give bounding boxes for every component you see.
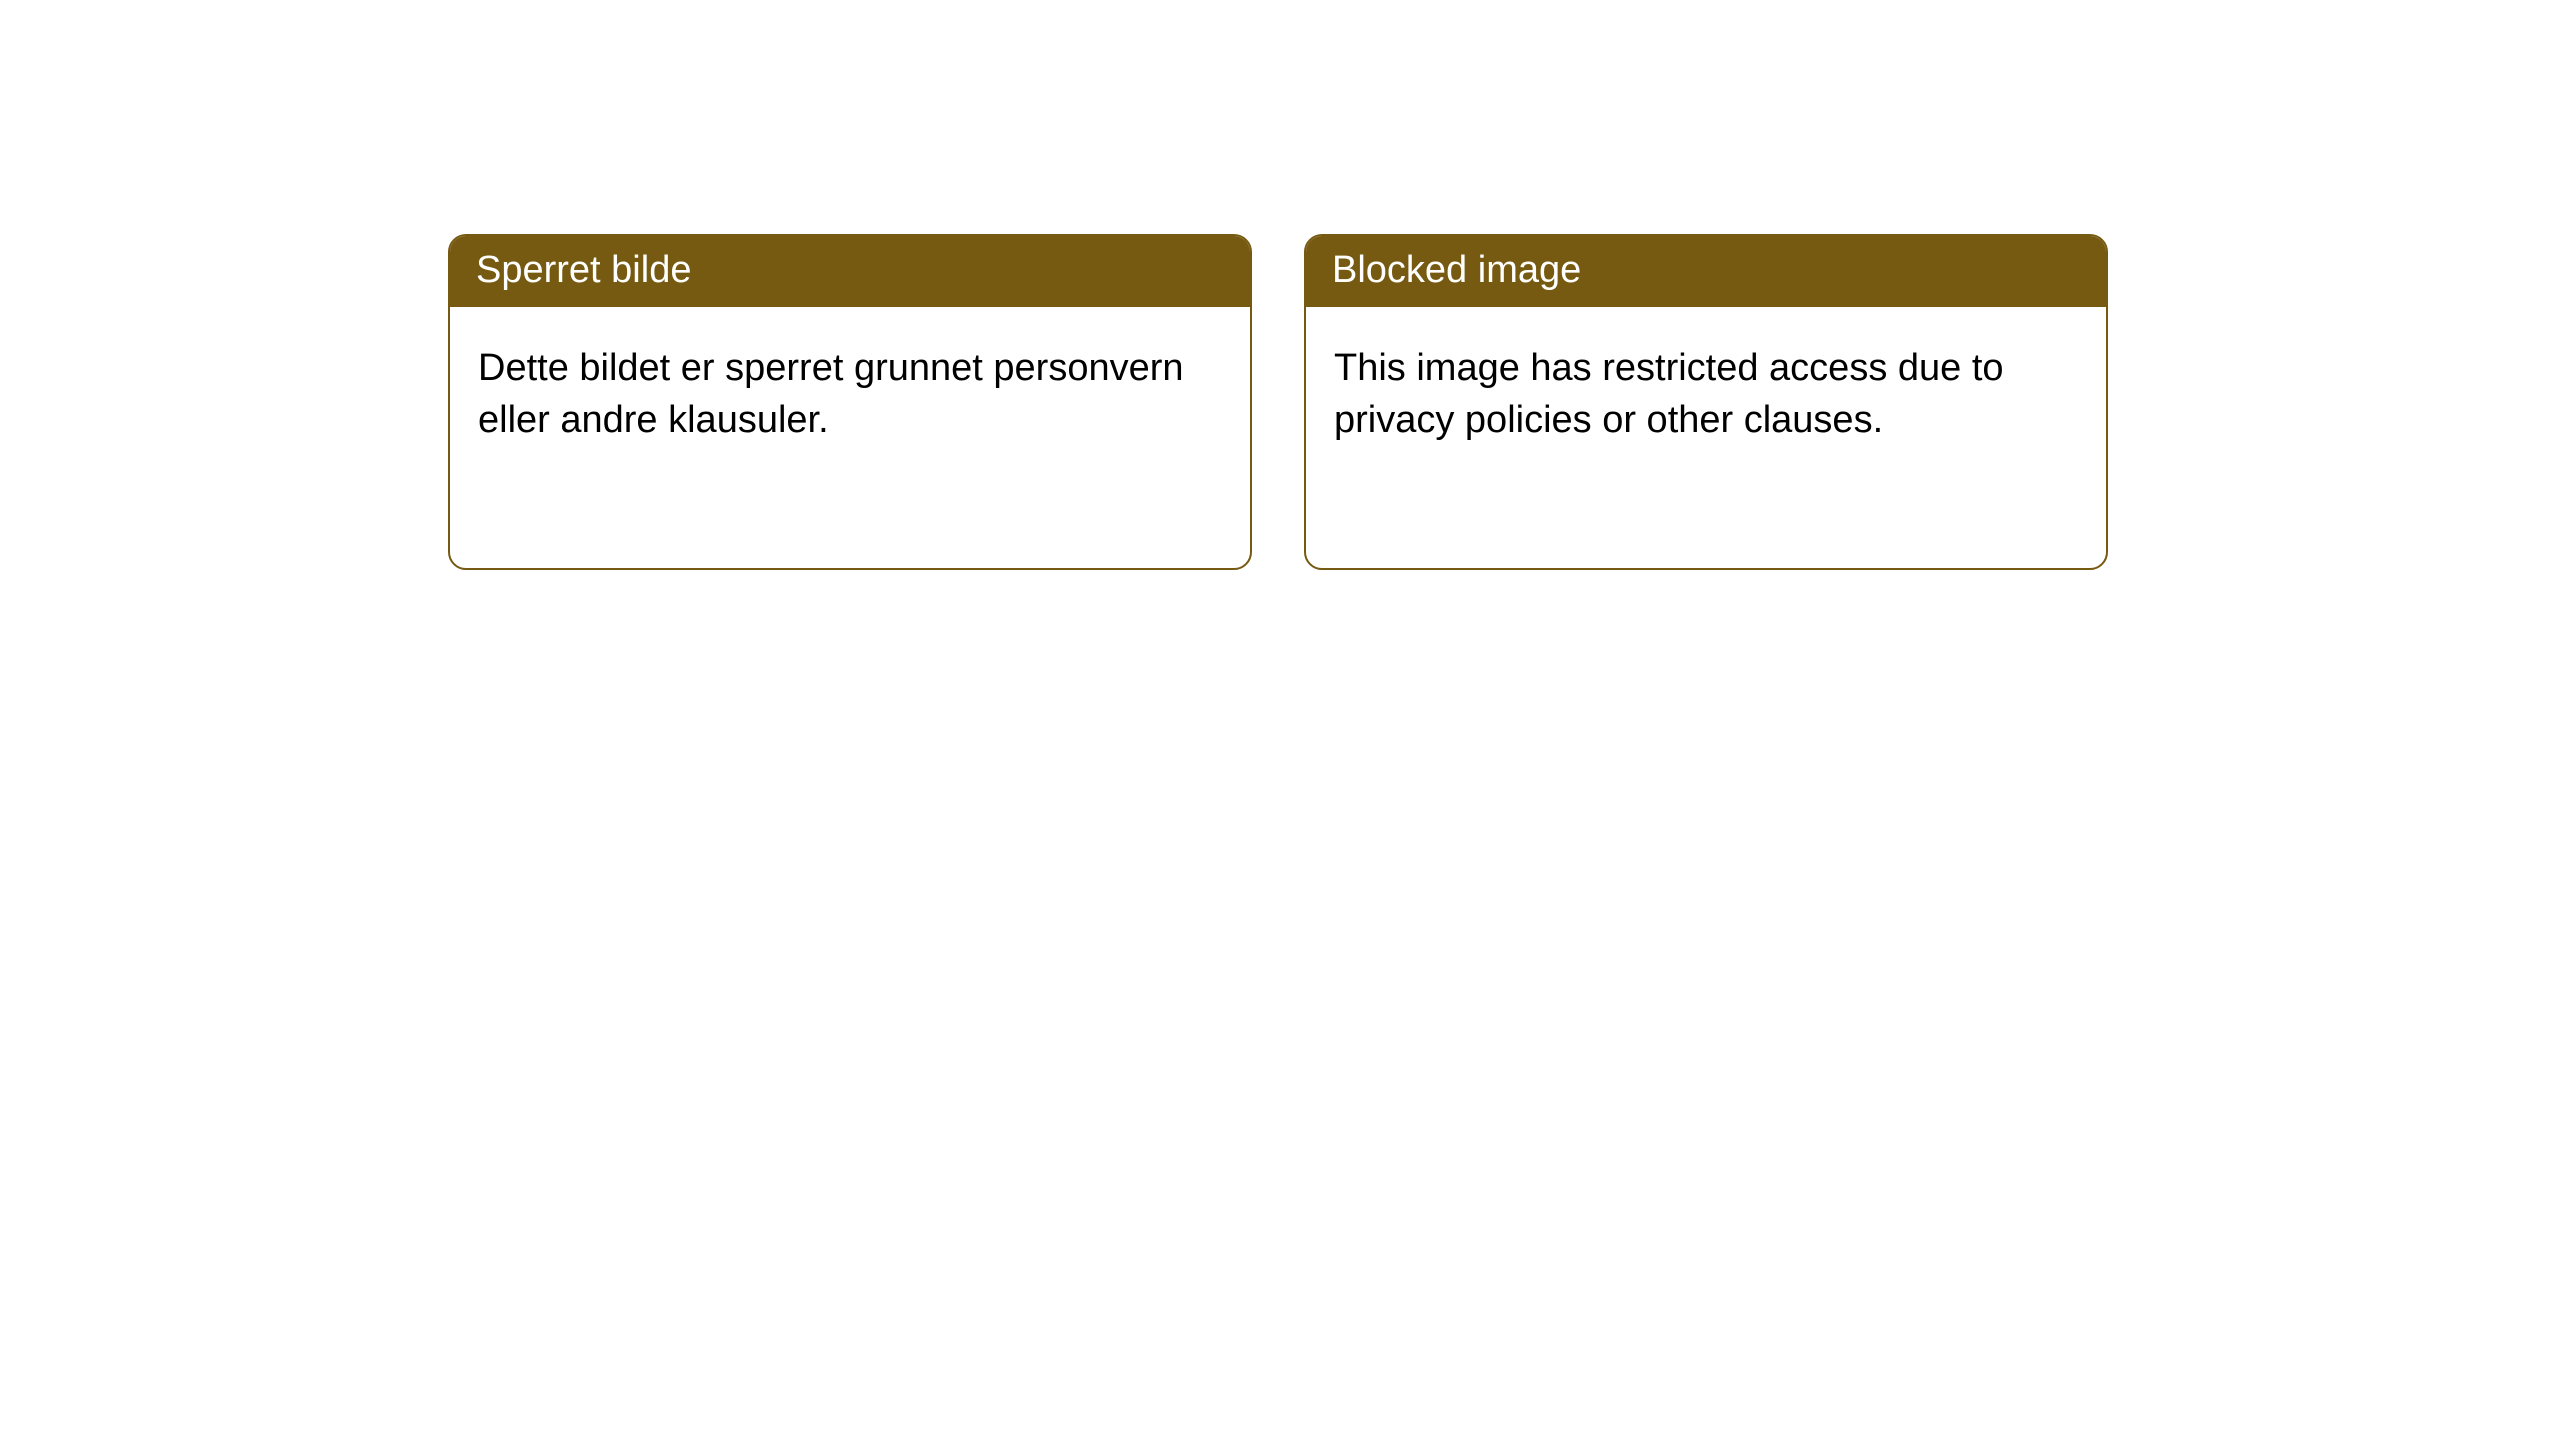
notice-card-norwegian: Sperret bilde Dette bildet er sperret gr… [448, 234, 1252, 570]
notice-card-english: Blocked image This image has restricted … [1304, 234, 2108, 570]
notice-card-body: This image has restricted access due to … [1306, 307, 2106, 482]
notice-card-header: Blocked image [1306, 236, 2106, 307]
notice-card-body: Dette bildet er sperret grunnet personve… [450, 307, 1250, 482]
notice-container: Sperret bilde Dette bildet er sperret gr… [0, 0, 2560, 570]
notice-card-header: Sperret bilde [450, 236, 1250, 307]
